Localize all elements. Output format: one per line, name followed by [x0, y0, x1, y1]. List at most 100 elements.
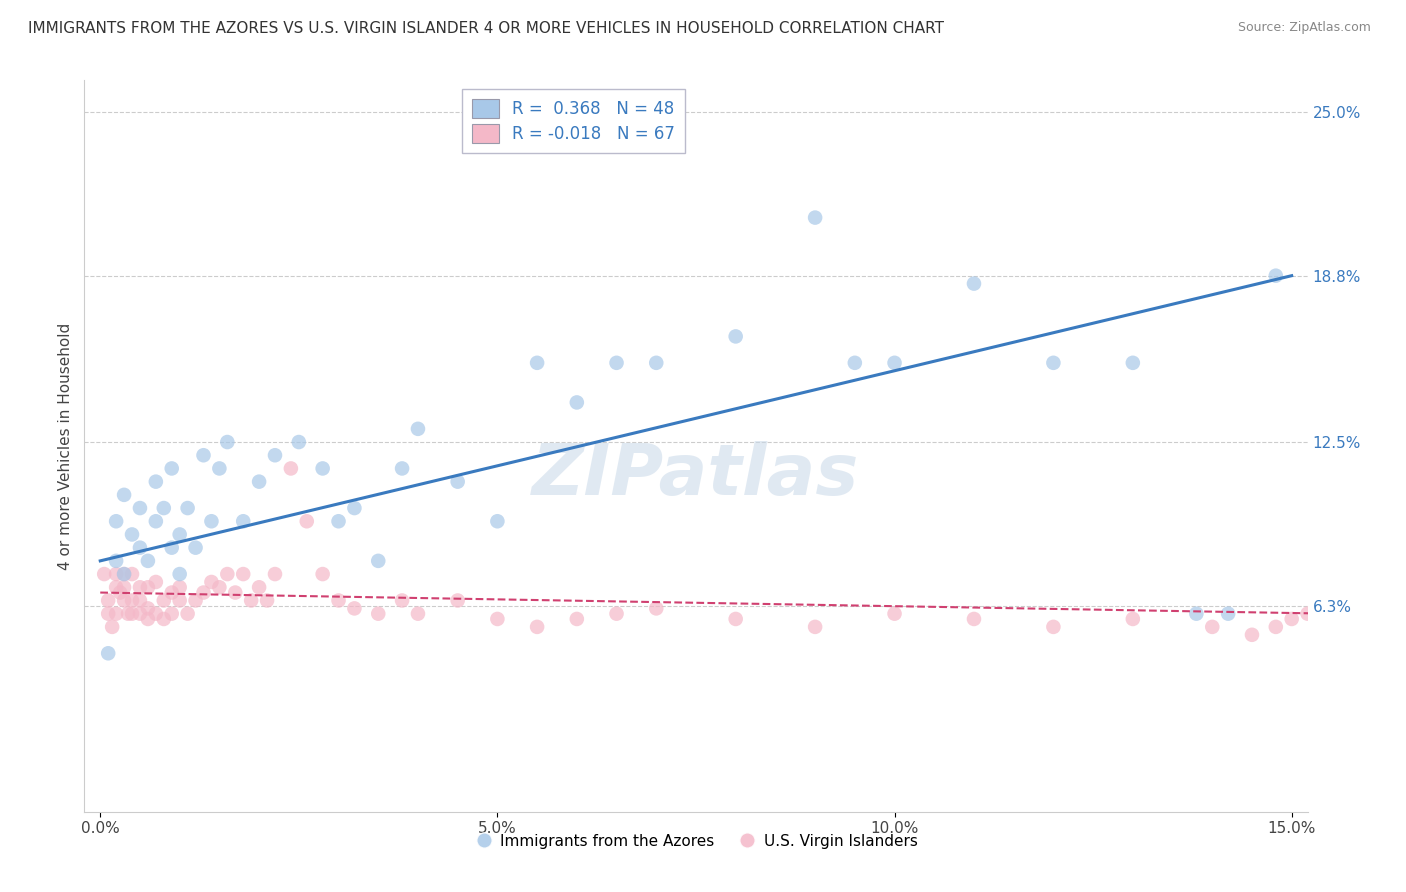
Point [526, 620, 548, 634]
Point [1296, 607, 1319, 621]
Point [145, 514, 167, 528]
Point [208, 461, 231, 475]
Point [160, 461, 183, 475]
Point [224, 585, 246, 599]
Point [97, 607, 120, 621]
Point [1264, 620, 1286, 634]
Point [129, 593, 152, 607]
Point [406, 422, 429, 436]
Point [129, 607, 152, 621]
Point [136, 554, 159, 568]
Text: IMMIGRANTS FROM THE AZORES VS U.S. VIRGIN ISLANDER 4 OR MORE VEHICLES IN HOUSEHO: IMMIGRANTS FROM THE AZORES VS U.S. VIRGI… [28, 21, 943, 36]
Point [447, 475, 470, 489]
Point [145, 475, 167, 489]
Point [1240, 628, 1263, 642]
Point [208, 580, 231, 594]
Point [645, 356, 668, 370]
Point [232, 514, 254, 528]
Point [645, 601, 668, 615]
Point [117, 607, 139, 621]
Point [1281, 612, 1303, 626]
Point [169, 580, 191, 594]
Point [883, 607, 905, 621]
Point [184, 541, 207, 555]
Legend: Immigrants from the Azores, U.S. Virgin Islanders: Immigrants from the Azores, U.S. Virgin … [468, 828, 924, 855]
Point [565, 612, 588, 626]
Point [184, 593, 207, 607]
Point [606, 607, 628, 621]
Point [176, 607, 198, 621]
Point [240, 593, 263, 607]
Point [391, 593, 413, 607]
Point [264, 567, 287, 582]
Point [963, 277, 986, 291]
Point [105, 607, 128, 621]
Point [328, 514, 350, 528]
Point [136, 612, 159, 626]
Point [160, 585, 183, 599]
Point [526, 356, 548, 370]
Point [105, 514, 128, 528]
Text: Source: ZipAtlas.com: Source: ZipAtlas.com [1237, 21, 1371, 34]
Point [367, 607, 389, 621]
Point [136, 580, 159, 594]
Point [193, 585, 215, 599]
Point [152, 593, 174, 607]
Point [176, 501, 198, 516]
Point [1122, 356, 1144, 370]
Point [311, 567, 333, 582]
Point [101, 620, 124, 634]
Point [121, 527, 143, 541]
Point [343, 601, 366, 615]
Point [328, 593, 350, 607]
Point [367, 554, 389, 568]
Point [486, 612, 509, 626]
Point [121, 567, 143, 582]
Point [160, 541, 183, 555]
Point [1122, 612, 1144, 626]
Point [295, 514, 318, 528]
Point [1264, 268, 1286, 283]
Point [1185, 607, 1208, 621]
Point [217, 567, 239, 582]
Point [105, 567, 128, 582]
Point [1218, 607, 1240, 621]
Point [1320, 620, 1343, 634]
Point [247, 475, 270, 489]
Point [97, 593, 120, 607]
Point [280, 461, 302, 475]
Point [247, 580, 270, 594]
Point [311, 461, 333, 475]
Point [145, 607, 167, 621]
Y-axis label: 4 or more Vehicles in Household: 4 or more Vehicles in Household [58, 322, 73, 570]
Point [288, 435, 311, 450]
Point [112, 567, 135, 582]
Point [447, 593, 470, 607]
Point [152, 501, 174, 516]
Point [883, 356, 905, 370]
Point [391, 461, 413, 475]
Point [486, 514, 509, 528]
Point [963, 612, 986, 626]
Point [129, 501, 152, 516]
Point [121, 607, 143, 621]
Point [112, 488, 135, 502]
Point [256, 593, 278, 607]
Point [264, 448, 287, 462]
Point [232, 567, 254, 582]
Point [136, 601, 159, 615]
Point [145, 574, 167, 589]
Point [406, 607, 429, 621]
Point [169, 527, 191, 541]
Point [129, 580, 152, 594]
Point [105, 554, 128, 568]
Point [169, 567, 191, 582]
Point [1201, 620, 1223, 634]
Point [97, 646, 120, 660]
Point [565, 395, 588, 409]
Point [112, 580, 135, 594]
Point [105, 580, 128, 594]
Point [804, 211, 827, 225]
Point [724, 329, 747, 343]
Point [200, 514, 222, 528]
